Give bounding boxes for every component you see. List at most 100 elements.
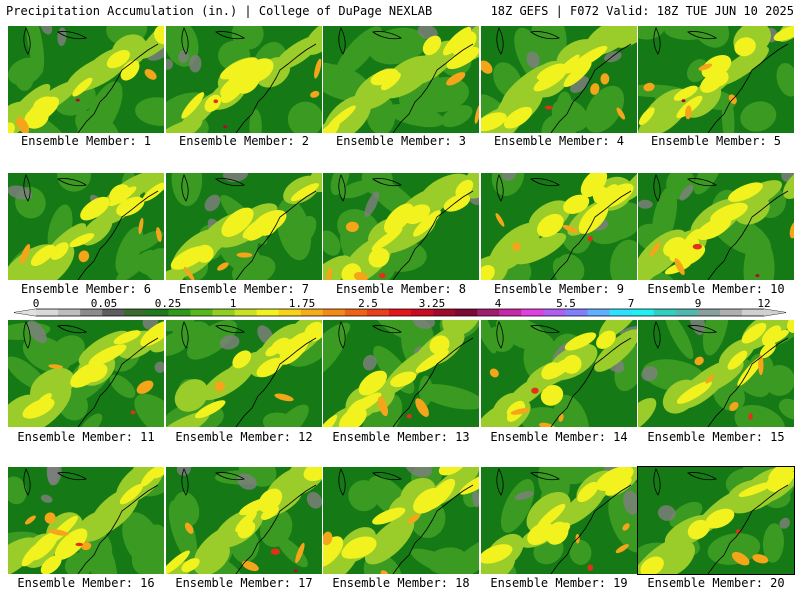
ensemble-member-label: Ensemble Member: 13 (332, 430, 470, 444)
great-lakes-outline (23, 174, 87, 202)
colorbar-swatch (322, 309, 346, 316)
colorbar-swatch (344, 309, 368, 316)
colorbar-swatch (300, 309, 324, 316)
colorbar-swatch (366, 309, 390, 316)
precipitation-field (323, 320, 479, 427)
colorbar-swatch (697, 309, 721, 316)
coastline (235, 337, 317, 427)
great-lakes-outline (23, 321, 87, 349)
precipitation-field (481, 320, 637, 427)
colorbar-tick-label: 4 (494, 297, 502, 310)
colorbar-swatch (168, 309, 191, 316)
ensemble-member-map (8, 173, 164, 280)
precipitation-field (481, 173, 637, 280)
coastline (235, 484, 317, 574)
ensemble-member-map (8, 320, 164, 427)
ensemble-member-label: Ensemble Member: 19 (490, 576, 628, 590)
coastline (77, 190, 159, 280)
ensemble-member-label: Ensemble Member: 17 (175, 576, 313, 590)
colorbar-swatch (124, 309, 147, 316)
ensemble-member-label: Ensemble Member: 1 (20, 134, 152, 148)
great-lakes-outline (181, 468, 245, 496)
ensemble-member-label: Ensemble Member: 6 (20, 282, 152, 296)
colorbar-max-arrow (764, 309, 786, 316)
precipitation-field (166, 467, 322, 574)
precipitation-field (8, 173, 164, 280)
ensemble-member-map (481, 173, 637, 280)
colorbar-swatch (411, 309, 434, 316)
colorbar-swatch (36, 309, 59, 316)
precipitation-field (166, 320, 322, 427)
colorbar-tick-label: 0.25 (154, 297, 182, 310)
colorbar-tick-label: 12 (757, 297, 771, 310)
precipitation-field (481, 26, 637, 133)
colorbar-swatch (146, 309, 169, 316)
precipitation-field (8, 467, 164, 574)
precipitation-field (8, 320, 164, 427)
coastline (235, 43, 317, 133)
colorbar-swatch (190, 309, 213, 316)
ensemble-member-label: Ensemble Member: 11 (17, 430, 155, 444)
coastline (392, 484, 474, 574)
colorbar-tick-label: 9 (694, 297, 702, 310)
ensemble-member-map (481, 320, 637, 427)
ensemble-member-map (8, 467, 164, 574)
coastline (77, 43, 159, 133)
ensemble-member-map (323, 467, 479, 574)
precipitation-field (166, 26, 322, 133)
coastline (707, 337, 789, 427)
great-lakes-outline (338, 468, 402, 496)
colorbar-tick-label: 0 (32, 297, 40, 310)
colorbar-swatch (256, 309, 280, 316)
colorbar-swatch (58, 309, 81, 316)
ensemble-member-map (166, 173, 322, 280)
coastline (550, 484, 632, 574)
ensemble-member-map (323, 320, 479, 427)
coastline (707, 43, 789, 133)
precipitation-field (481, 467, 637, 574)
great-lakes-outline (23, 468, 87, 496)
colorbar-swatch (565, 309, 589, 316)
colorbar-tick-label: 3.25 (418, 297, 446, 310)
ensemble-member-map (323, 26, 479, 133)
coastline (77, 337, 159, 427)
great-lakes-outline (23, 27, 87, 55)
coastline (77, 484, 159, 574)
precipitation-colorbar (13, 308, 787, 317)
coastline (235, 190, 317, 280)
great-lakes-outline (181, 321, 245, 349)
ensemble-member-map (637, 466, 795, 575)
great-lakes-outline (653, 174, 717, 202)
colorbar-swatch (499, 309, 522, 316)
great-lakes-outline (338, 174, 402, 202)
great-lakes-outline (338, 321, 402, 349)
colorbar-tick-label: 2.5 (358, 297, 378, 310)
ensemble-member-map (638, 320, 794, 427)
colorbar-swatch (80, 309, 103, 316)
great-lakes-outline (496, 468, 560, 496)
colorbar-tick-label: 7 (627, 297, 635, 310)
ensemble-member-label: Ensemble Member: 3 (335, 134, 467, 148)
colorbar-swatch (741, 309, 765, 316)
colorbar-swatch (719, 309, 743, 316)
ensemble-member-map (481, 467, 637, 574)
great-lakes-outline (496, 174, 560, 202)
great-lakes-outline (181, 27, 245, 55)
colorbar-swatch (455, 309, 478, 316)
coastline (392, 337, 474, 427)
ensemble-member-label: Ensemble Member: 16 (17, 576, 155, 590)
ensemble-member-label: Ensemble Member: 4 (493, 134, 625, 148)
colorbar-swatch (388, 309, 412, 316)
precipitation-field (8, 26, 164, 133)
great-lakes-outline (653, 321, 717, 349)
ensemble-member-map (481, 26, 637, 133)
great-lakes-outline (496, 27, 560, 55)
colorbar-swatch (609, 309, 633, 316)
coastline (707, 190, 789, 280)
colorbar-swatch (212, 309, 236, 316)
colorbar-swatch (234, 309, 258, 316)
colorbar-swatch (653, 309, 677, 316)
ensemble-member-label: Ensemble Member: 9 (493, 282, 625, 296)
coastline (392, 43, 474, 133)
ensemble-member-label: Ensemble Member: 5 (650, 134, 782, 148)
